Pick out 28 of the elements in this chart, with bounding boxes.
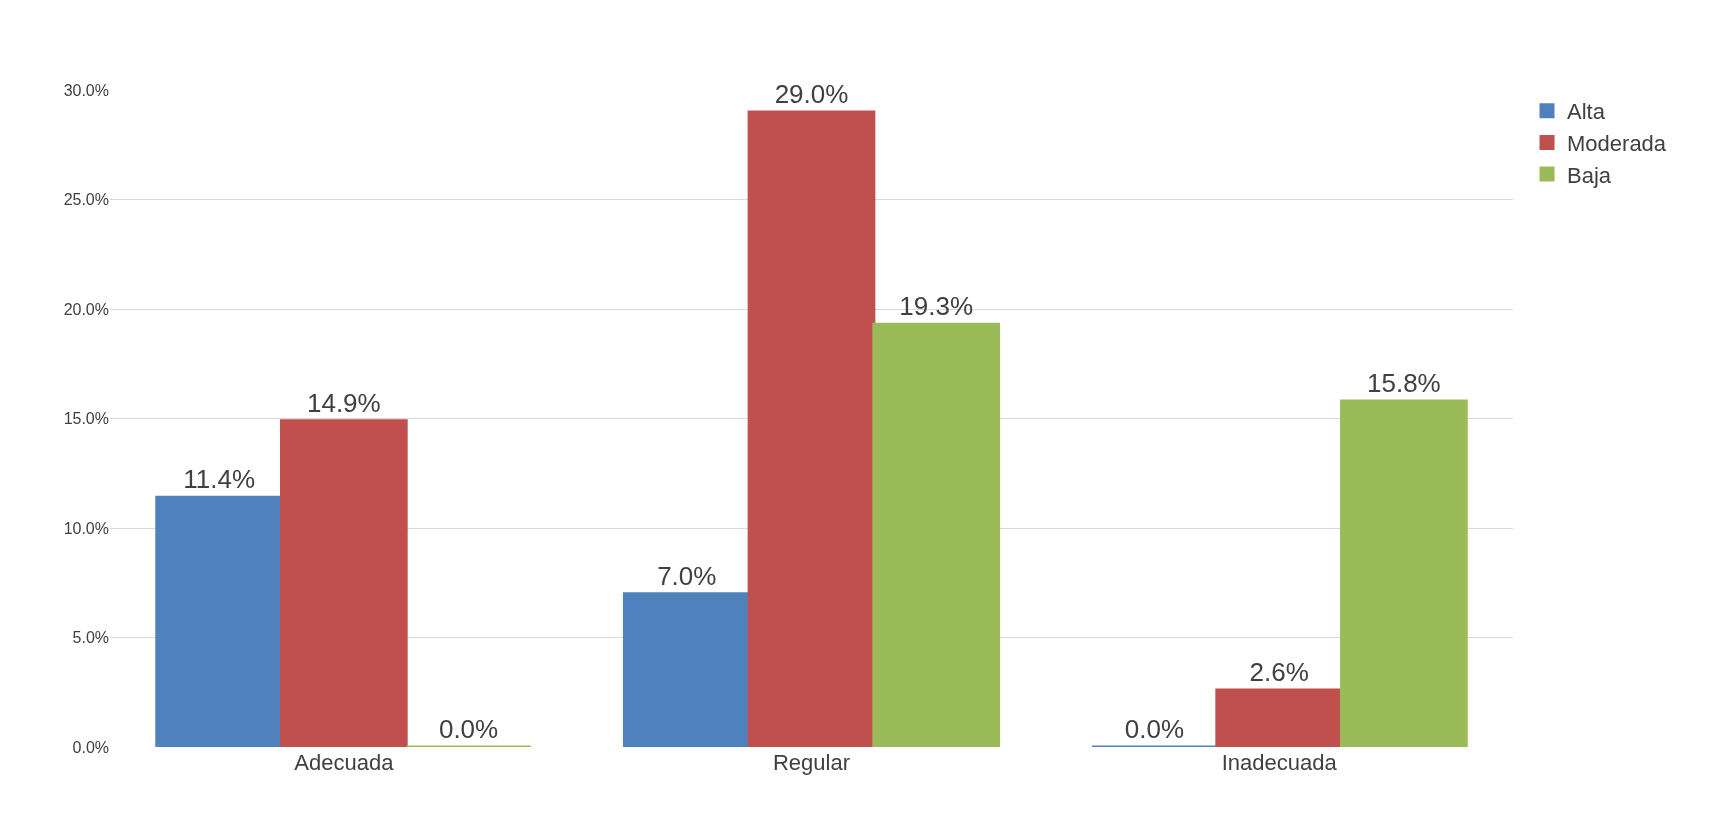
bar	[155, 495, 283, 747]
data-label: 7.0%	[657, 560, 717, 591]
data-label: 11.4%	[183, 464, 256, 495]
data-label: 15.8%	[1367, 367, 1441, 398]
bar	[279, 419, 408, 747]
y-tick-label: 10.0%	[63, 519, 109, 537]
legend-label: Baja	[1567, 162, 1612, 188]
y-tick-label: 0.0%	[72, 738, 109, 756]
data-label: 0.0%	[438, 714, 499, 744]
data-label: 14.9%	[306, 387, 381, 418]
bar	[747, 110, 876, 747]
data-label: 19.3%	[899, 291, 974, 322]
legend-label: Moderada	[1567, 130, 1667, 156]
legend-label: Alta	[1567, 99, 1606, 125]
y-tick-label: 5.0%	[72, 629, 109, 647]
x-tick-label: Regular	[772, 750, 851, 775]
y-tick-label: 30.0%	[63, 81, 109, 99]
y-tick-label: 15.0%	[63, 410, 109, 428]
x-tick-label: Adecuada	[294, 750, 395, 775]
x-tick-label: Inadecuada	[1221, 750, 1338, 775]
bar	[1340, 399, 1468, 747]
bar	[622, 592, 751, 747]
data-label: 0.0%	[1124, 714, 1185, 744]
data-label: 2.6%	[1249, 657, 1309, 688]
bar	[872, 322, 1001, 747]
y-tick-label: 25.0%	[63, 191, 109, 209]
data-label: 29.0%	[774, 78, 849, 109]
y-tick-label: 20.0%	[63, 300, 109, 318]
